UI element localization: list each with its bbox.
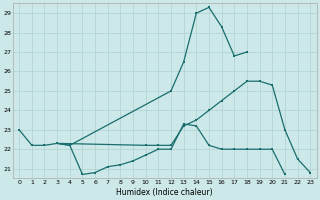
X-axis label: Humidex (Indice chaleur): Humidex (Indice chaleur) bbox=[116, 188, 213, 197]
